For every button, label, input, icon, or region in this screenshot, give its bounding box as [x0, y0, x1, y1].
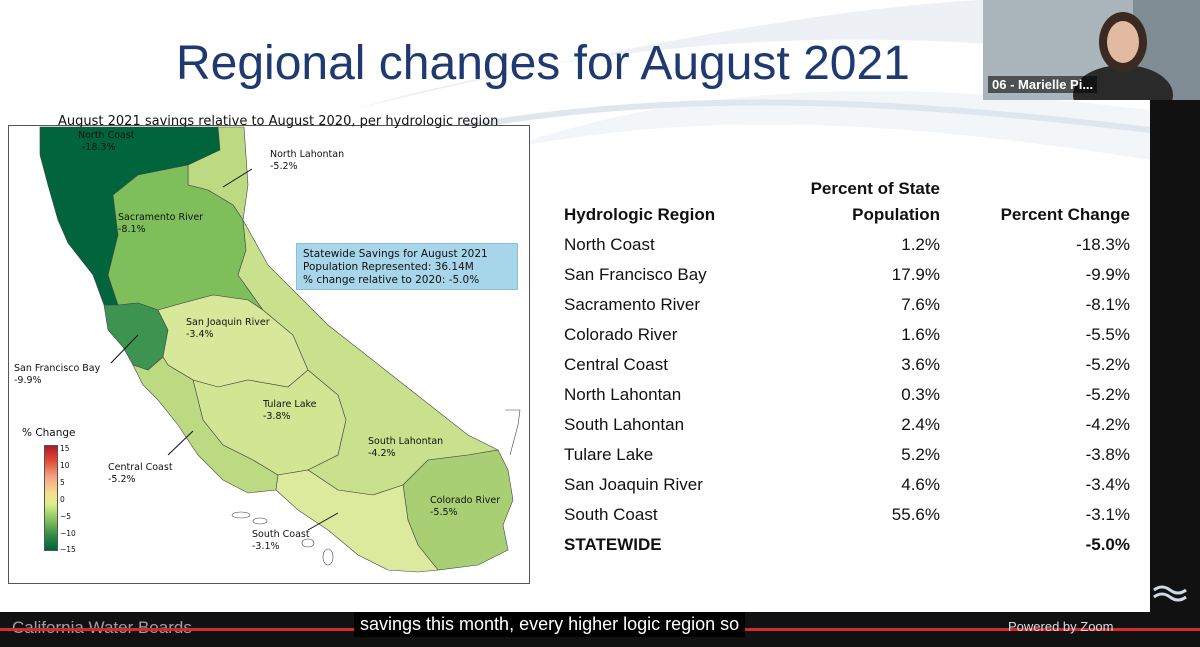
cell-region: North Lahontan	[564, 385, 682, 404]
table-total-row: STATEWIDE -5.0%	[556, 530, 1138, 560]
cell-population: 0.3%	[901, 385, 940, 404]
label-north-coast: North Coast	[78, 130, 135, 141]
cell-change: -18.3%	[1076, 235, 1130, 254]
label-south-coast: South Coast	[252, 529, 310, 540]
table-row: North Coast 1.2% -18.3%	[556, 230, 1138, 260]
cell-change: -4.2%	[1085, 415, 1130, 434]
powered-by-zoom: Powered by Zoom	[1008, 619, 1114, 634]
table-row: South Lahontan 2.4% -4.2%	[556, 410, 1138, 440]
header-hydrologic-region: Hydrologic Region	[564, 205, 716, 224]
label-central-coast: Central Coast	[108, 462, 173, 473]
live-caption: savings this month, every higher logic r…	[354, 612, 746, 637]
infobox-line-3: % change relative to 2020: -5.0%	[303, 274, 480, 286]
table-row: Sacramento River 7.6% -8.1%	[556, 290, 1138, 320]
table-row: Colorado River 1.6% -5.5%	[556, 320, 1138, 350]
cell-population: 4.6%	[901, 475, 940, 494]
value-colorado-river: -5.5%	[430, 507, 458, 518]
value-san-joaquin-river: -3.4%	[186, 329, 214, 340]
label-south-lahontan: South Lahontan	[368, 436, 443, 447]
cell-change: -5.5%	[1085, 325, 1130, 344]
value-south-coast: -3.1%	[252, 541, 280, 552]
legend-tick: −5	[60, 512, 72, 521]
cell-change: -5.2%	[1085, 385, 1130, 404]
cell-population: 17.9%	[891, 265, 940, 284]
water-boards-logo-icon	[1153, 585, 1187, 602]
legend-tick: −10	[60, 529, 76, 538]
cell-change: -9.9%	[1085, 265, 1130, 284]
label-san-francisco-bay: San Francisco Bay	[14, 363, 101, 374]
value-san-francisco-bay: -9.9%	[14, 375, 42, 386]
cell-population: 1.6%	[901, 325, 940, 344]
legend-tick: −15	[60, 545, 76, 554]
footer-brand: California Water Boards	[12, 618, 192, 638]
table-row: San Joaquin River 4.6% -3.4%	[556, 470, 1138, 500]
table-row: Central Coast 3.6% -5.2%	[556, 350, 1138, 380]
infobox-line-2: Population Represented: 36.14M	[303, 261, 474, 273]
cell-change: -3.4%	[1085, 475, 1130, 494]
value-north-lahontan: -5.2%	[270, 161, 298, 172]
cell-population: 1.2%	[901, 235, 940, 254]
cell-total-label: STATEWIDE	[564, 535, 662, 554]
value-central-coast: -5.2%	[108, 474, 136, 485]
legend-tick: 5	[60, 478, 65, 487]
right-dark-strip	[1150, 100, 1200, 647]
cell-region: South Coast	[564, 505, 658, 524]
color-scale-bar	[44, 445, 58, 551]
map-title: August 2021 savings relative to August 2…	[58, 114, 499, 129]
table-row: San Francisco Bay 17.9% -9.9%	[556, 260, 1138, 290]
label-sacramento-river: Sacramento River	[118, 212, 203, 223]
slide-background-waves	[350, 0, 1150, 160]
cell-region: Sacramento River	[564, 295, 701, 314]
header-percent-change: Percent Change	[1000, 205, 1130, 224]
cell-region: Central Coast	[564, 355, 668, 374]
cell-region: Colorado River	[564, 325, 678, 344]
cell-population: 2.4%	[901, 415, 940, 434]
region-south-coast	[275, 469, 439, 573]
cell-change: -5.2%	[1085, 355, 1130, 374]
value-south-lahontan: -4.2%	[368, 448, 396, 459]
cell-change: -3.8%	[1085, 445, 1130, 464]
california-region-map: North Coast -18.3% North Lahontan -5.2% …	[14, 126, 521, 573]
label-san-joaquin-river: San Joaquin River	[186, 317, 270, 328]
regional-changes-table: Hydrologic Region Percent of State Popul…	[556, 176, 1138, 560]
table-header-row: Hydrologic Region Percent of State Popul…	[556, 176, 1138, 230]
cell-population: 5.2%	[901, 445, 940, 464]
cell-region: San Joaquin River	[564, 475, 703, 494]
legend-title: % Change	[22, 427, 76, 439]
cell-region: Tulare Lake	[564, 445, 654, 464]
table-row: South Coast 55.6% -3.1%	[556, 500, 1138, 530]
value-sacramento-river: -8.1%	[118, 224, 146, 235]
table-row: Tulare Lake 5.2% -3.8%	[556, 440, 1138, 470]
table-row: North Lahontan 0.3% -5.2%	[556, 380, 1138, 410]
value-north-coast: -18.3%	[82, 142, 116, 153]
cell-change: -3.1%	[1085, 505, 1130, 524]
legend-tick: 15	[60, 444, 70, 453]
legend-tick: 0	[60, 495, 65, 504]
cell-population: 7.6%	[901, 295, 940, 314]
infobox-line-1: Statewide Savings for August 2021	[303, 248, 488, 260]
statewide-savings-infobox: Statewide Savings for August 2021 Popula…	[296, 243, 518, 290]
cell-population: 55.6%	[891, 505, 940, 524]
value-tulare-lake: -3.8%	[263, 411, 291, 422]
cell-total-change: -5.0%	[1085, 535, 1130, 554]
cell-region: South Lahontan	[564, 415, 685, 434]
label-north-lahontan: North Lahontan	[270, 149, 344, 160]
label-tulare-lake: Tulare Lake	[262, 399, 317, 410]
cell-total-population	[782, 530, 948, 560]
cell-change: -8.1%	[1085, 295, 1130, 314]
header-percent-population: Percent of State Population	[810, 179, 940, 224]
cell-population: 3.6%	[901, 355, 940, 374]
cell-region: San Francisco Bay	[564, 265, 707, 284]
label-colorado-river: Colorado River	[430, 495, 500, 506]
cell-region: North Coast	[564, 235, 655, 254]
slide-title: Regional changes for August 2021	[176, 37, 910, 90]
legend-tick: 10	[60, 461, 70, 470]
participant-name-label: 06 - Marielle Pi...	[988, 76, 1098, 93]
